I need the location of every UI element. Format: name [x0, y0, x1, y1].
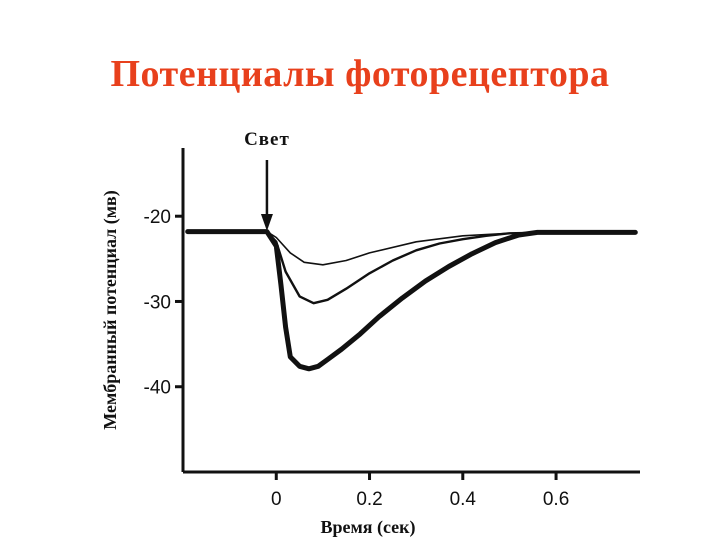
slide-title: Потенциалы фоторецептора	[110, 53, 610, 95]
y-tick-label: -40	[144, 378, 171, 399]
x-tick-label: 0.2	[356, 489, 382, 510]
y-tick-label: -20	[144, 207, 171, 228]
light-arrow-head	[260, 214, 273, 231]
x-tick-label: 0.6	[543, 489, 569, 510]
series-line-2	[186, 230, 637, 305]
series-line-3	[185, 229, 638, 372]
y-tick-label: -30	[144, 292, 171, 313]
y-axis-title: Мембранный потенциал (мв)	[100, 190, 121, 429]
x-tick-label: 0.4	[450, 489, 477, 510]
x-axis-title: Время (сек)	[320, 517, 415, 538]
x-tick-label: 0	[271, 489, 282, 510]
light-annotation-label: Свет	[244, 129, 290, 150]
series-line-1	[186, 230, 637, 266]
